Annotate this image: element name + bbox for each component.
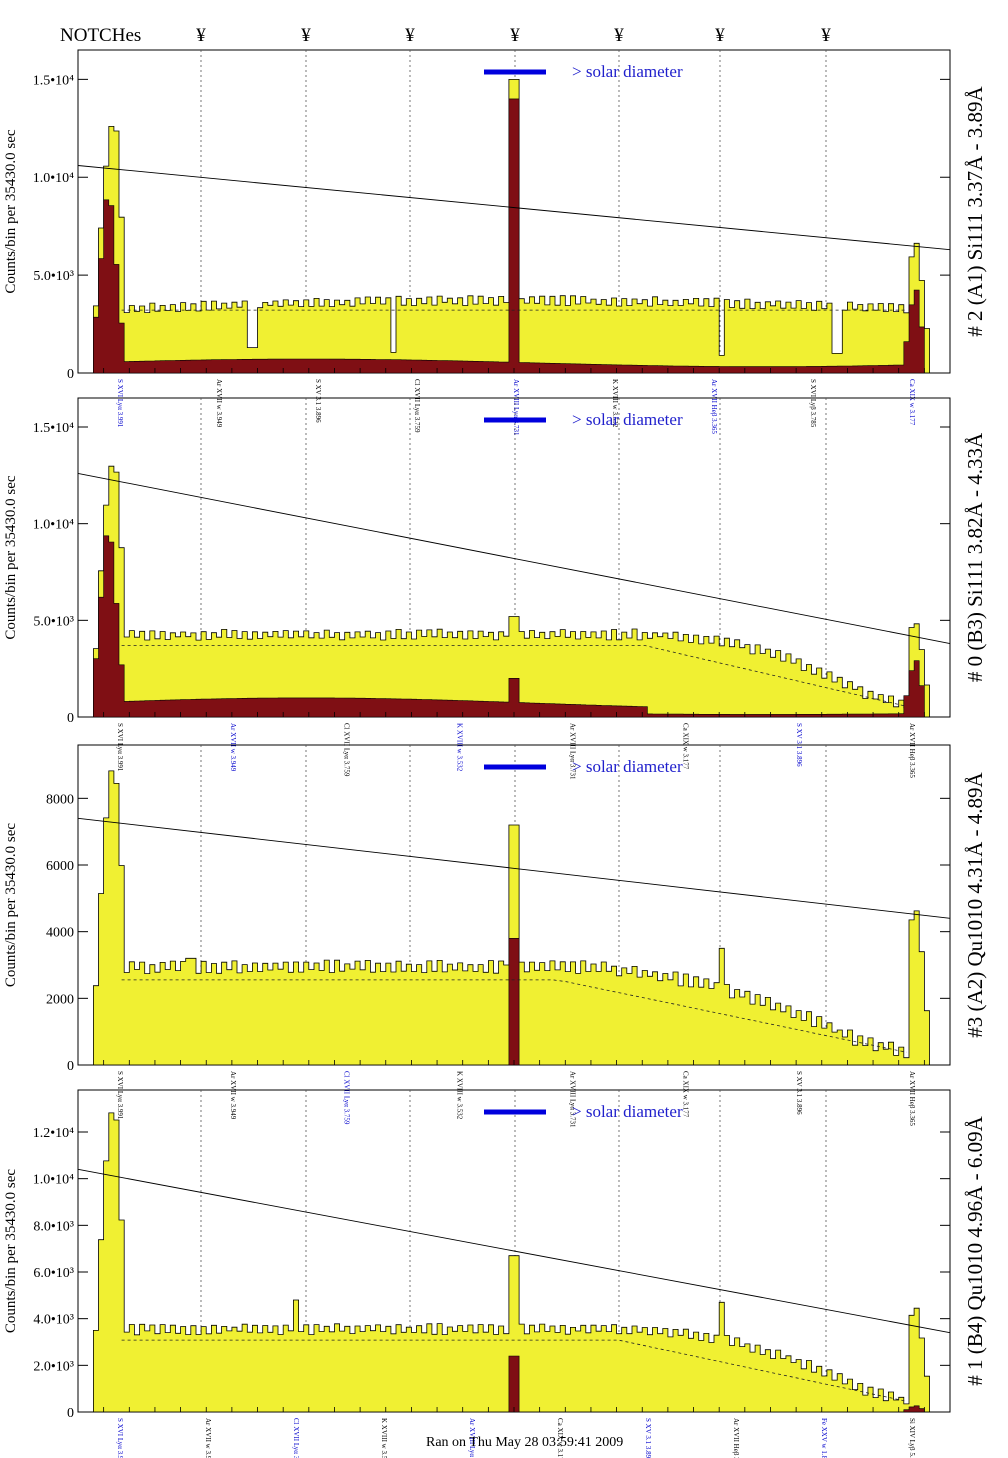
subset-counts-histogram bbox=[78, 1355, 950, 1413]
line-label: S XV 3.1 3.896 bbox=[644, 1418, 652, 1458]
line-label: K XVIII w 3.532 bbox=[380, 1418, 388, 1458]
notch-symbol-2: ¥ bbox=[301, 25, 311, 46]
line-label: Ar XVII Heβ 3.365 bbox=[908, 1071, 916, 1126]
total-counts-histogram bbox=[78, 465, 950, 718]
notch-symbol-3: ¥ bbox=[405, 25, 415, 46]
y-tick-label: 5.0•10³ bbox=[33, 269, 74, 284]
y-tick-label: 0 bbox=[67, 367, 74, 382]
panel-title: # 0 (B3) Si111 3.82Å - 4.33Å bbox=[963, 432, 987, 682]
notch-symbol-1: ¥ bbox=[196, 25, 206, 46]
line-label: Ar XVII Heβ 3.365 bbox=[908, 723, 916, 778]
y-tick-label: 2000 bbox=[46, 992, 74, 1007]
line-label: Ca XIX w 3.177 bbox=[682, 1071, 690, 1118]
line-label: Ar XVII w 3.949 bbox=[229, 1071, 237, 1120]
total-counts-histogram bbox=[78, 1112, 950, 1413]
solar-diameter-label: > solar diameter bbox=[572, 62, 683, 81]
model-curve bbox=[121, 645, 907, 707]
total-counts-histogram bbox=[78, 770, 950, 1066]
subset-counts-histogram bbox=[78, 535, 950, 718]
panel-a1: 0 5.0•10³ 1.0•10⁴ 1.5•10⁴ Counts/bin per 354… bbox=[3, 49, 987, 436]
y-axis-label: Counts/bin per 35430.0 sec bbox=[3, 129, 19, 293]
y-tick-label: 1.0•10⁴ bbox=[33, 1173, 74, 1188]
panel-title: # 1 (B4) Qu1010 4.96Å - 6.09Å bbox=[963, 1115, 987, 1385]
line-label: K XVIII w 3.532 bbox=[455, 1071, 463, 1120]
line-label: Ar XVIII Lyα 3.731 bbox=[512, 379, 520, 436]
line-label: Ar XVIII Lyα 3.731 bbox=[468, 1418, 476, 1458]
y-axis-label: Counts/bin per 35430.0 sec bbox=[3, 823, 19, 987]
y-axis-label: Counts/bin per 35430.0 sec bbox=[3, 1169, 19, 1333]
y-tick-label: 1.5•10⁴ bbox=[33, 73, 74, 88]
y-tick-label: 1.0•10⁴ bbox=[33, 171, 74, 186]
line-label: Cl XVII Lyα 3.759 bbox=[342, 723, 350, 777]
notch-symbol-5: ¥ bbox=[614, 25, 624, 46]
line-label: Ar XVII w 3.949 bbox=[229, 723, 237, 772]
y-axis-label: Counts/bin per 35430.0 sec bbox=[3, 475, 19, 639]
y-tick-label: 2.0•10³ bbox=[33, 1359, 74, 1374]
line-label: Ar XVII w 3.949 bbox=[204, 1418, 212, 1458]
line-label: Ar XVII w 3.949 bbox=[215, 379, 223, 428]
trend-line bbox=[77, 472, 951, 644]
y-tick-label: 1.5•10⁴ bbox=[33, 421, 74, 436]
y-tick-label: 8000 bbox=[46, 792, 74, 807]
panel-b3: 0 5.0•10³ 1.0•10⁴ 1.5•10⁴ Counts/bin per 354… bbox=[3, 397, 987, 780]
y-tick-label: 1.0•10⁴ bbox=[33, 518, 74, 533]
line-label: K XVIII w 3.532 bbox=[455, 723, 463, 772]
notch-markers: ¥ ¥ ¥ ¥ ¥ ¥ ¥ bbox=[196, 25, 831, 46]
panel-title: #3 (A2) Qu1010 4.31Å - 4.89Å bbox=[963, 771, 987, 1037]
line-label: Ca XIX w 3.177 bbox=[908, 379, 916, 426]
y-tick-label: 6000 bbox=[46, 859, 74, 874]
panel-a2: 0 2000 4000 6000 8000 Counts/bin per 35430.0 … bbox=[3, 744, 987, 1128]
y-tick-label: 0 bbox=[67, 711, 74, 726]
solar-diameter-label: > solar diameter bbox=[572, 1102, 683, 1121]
y-tick-label: 4000 bbox=[46, 926, 74, 941]
line-label: S XVI Lyα 3.991 bbox=[116, 379, 124, 428]
notch-symbol-4: ¥ bbox=[510, 25, 520, 46]
trend-line bbox=[77, 1168, 951, 1334]
line-label: Ar XVIII Lyα 3.731 bbox=[569, 1071, 577, 1128]
line-label: Ar XVIII Lyα 3.731 bbox=[569, 723, 577, 780]
line-label: Cl XVII Lyα 3.759 bbox=[342, 1071, 350, 1125]
line-label: S XV 3.1 3.896 bbox=[795, 1071, 803, 1115]
solar-diameter-label: > solar diameter bbox=[572, 410, 683, 429]
subset-counts-histogram bbox=[78, 938, 950, 1066]
notches-label: NOTCHes bbox=[60, 25, 141, 46]
line-label: K XVIII w 3.532 bbox=[611, 379, 619, 428]
notch-symbol-6: ¥ bbox=[715, 25, 725, 46]
model-curve bbox=[121, 979, 907, 1053]
line-label: Ca XIX w 3.177 bbox=[682, 723, 690, 770]
line-label: Si XIV Lyβ 5.217 bbox=[908, 1418, 916, 1458]
y-tick-label: 5.0•10³ bbox=[33, 614, 74, 629]
y-tick-label: 4.0•10³ bbox=[33, 1313, 74, 1328]
y-tick-label: 0 bbox=[67, 1406, 74, 1421]
panel-b4: 0 2.0•10³ 4.0•10³ 6.0•10³ 8.0•10³ 1.0•10⁴ 1.2•… bbox=[3, 1089, 987, 1458]
y-tick-label: 1.2•10⁴ bbox=[33, 1126, 74, 1141]
line-label: Ar XVII Heβ 3.365 bbox=[732, 1418, 740, 1458]
solar-diameter-label: > solar diameter bbox=[572, 757, 683, 776]
line-label: Fe XXV w 1.850 bbox=[820, 1418, 828, 1458]
line-label: S XVI Lyα 3.991 bbox=[116, 723, 124, 772]
line-label: S XVI Lyα 3.991 bbox=[116, 1071, 124, 1120]
notch-symbol-7: ¥ bbox=[821, 25, 831, 46]
line-label: Ar XVII Heβ 3.365 bbox=[710, 379, 718, 434]
line-label: S XVI Lyβ 3.785 bbox=[809, 379, 817, 428]
run-timestamp: Ran on Thu May 28 03:59:41 2009 bbox=[426, 1435, 623, 1450]
y-tick-label: 6.0•10³ bbox=[33, 1266, 74, 1281]
trend-line bbox=[77, 817, 951, 919]
line-label: Ca XIX w 3.177 bbox=[556, 1418, 564, 1458]
trend-line bbox=[77, 165, 951, 251]
line-label: S XVI Lyα 3.991 bbox=[116, 1418, 124, 1458]
line-label: Cl XVII Lyα 3.759 bbox=[292, 1418, 300, 1458]
line-label: Cl XVII Lyα 3.759 bbox=[413, 379, 421, 433]
panel-title: # 2 (A1) Si111 3.37Å - 3.89Å bbox=[963, 85, 987, 336]
y-tick-label: 0 bbox=[67, 1059, 74, 1074]
model-curve bbox=[121, 1339, 907, 1402]
subset-counts-histogram bbox=[78, 98, 950, 374]
y-tick-label: 8.0•10³ bbox=[33, 1219, 74, 1234]
line-label: S XV 3.1 3.896 bbox=[314, 379, 322, 423]
